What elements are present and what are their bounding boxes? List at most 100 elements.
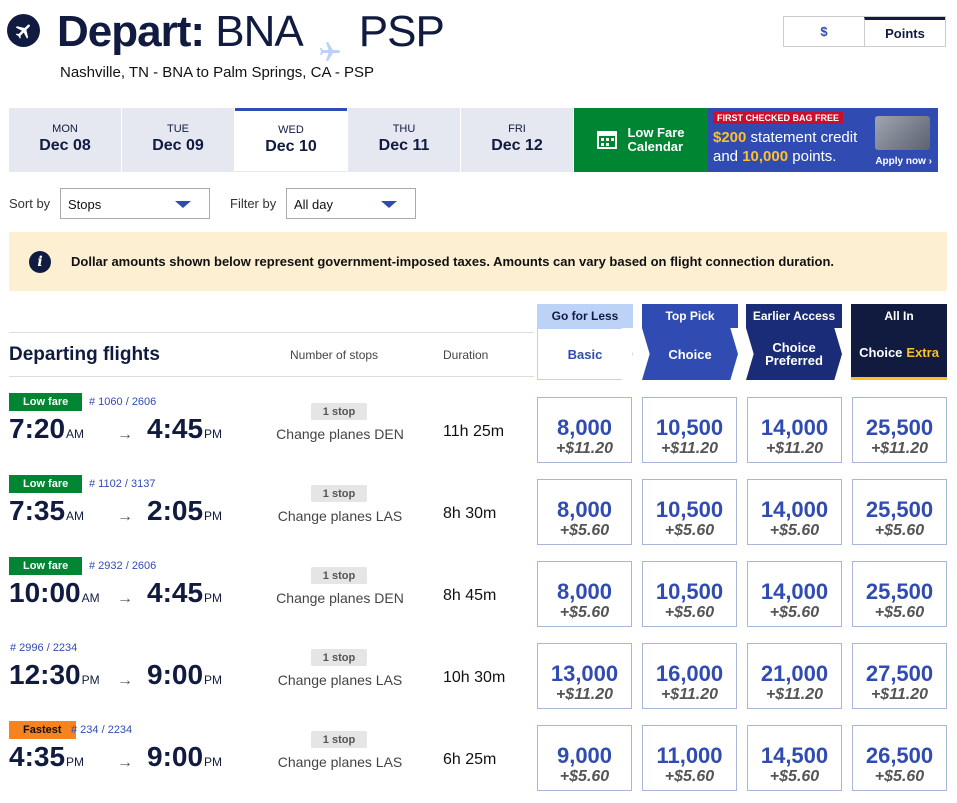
fare-tagline: Go for Less <box>537 304 633 328</box>
fare-option-button[interactable]: 16,000 +$11.20 <box>642 643 737 709</box>
fare-option-button[interactable]: 13,000 +$11.20 <box>537 643 632 709</box>
flight-duration: 6h 25m <box>443 751 497 768</box>
low-fare-calendar-button[interactable]: Low Fare Calendar <box>574 108 708 172</box>
fare-taxes: +$11.20 <box>765 686 824 703</box>
fare-points: 26,500 <box>865 743 934 768</box>
fare-option-button[interactable]: 27,500 +$11.20 <box>852 643 947 709</box>
fare-name: Choice <box>668 346 712 362</box>
stops-button[interactable]: 1 stop <box>311 731 367 748</box>
tax-notice: i Dollar amounts shown below represent g… <box>9 232 947 291</box>
arrow-right-icon: → <box>117 590 133 607</box>
fare-option-button[interactable]: 8,000 +$11.20 <box>537 397 632 463</box>
departure-time: 10:00AM <box>9 577 100 609</box>
flights-table-header: Departing flights Number of stops Durati… <box>9 332 534 377</box>
flight-number-link[interactable]: # 2996 / 2234 <box>10 642 78 654</box>
departing-flights-heading: Departing flights <box>9 344 160 365</box>
connection-info: Change planes LAS <box>277 754 403 770</box>
flight-badge: Low fare <box>9 393 83 411</box>
arrival-time-value: 4:45 <box>147 413 204 444</box>
fare-points: 13,000 <box>550 661 619 686</box>
date-tab-mon[interactable]: MON Dec 08 <box>9 108 121 172</box>
fare-points: 25,500 <box>865 497 934 522</box>
fare-option-button[interactable]: 14,000 +$5.60 <box>747 561 842 627</box>
promo-apply-link[interactable]: Apply now <box>875 156 926 167</box>
fare-option-button[interactable]: 26,500 +$5.60 <box>852 725 947 791</box>
dollars-toggle-button[interactable]: $ <box>820 24 828 39</box>
flight-number-link[interactable]: # 1102 / 3137 <box>89 478 156 490</box>
fare-option-button[interactable]: 25,500 +$5.60 <box>852 561 947 627</box>
fare-option-button[interactable]: 25,500 +$11.20 <box>852 397 947 463</box>
fare-option-button[interactable]: 8,000 +$5.60 <box>537 561 632 627</box>
fare-option-button[interactable]: 10,500 +$11.20 <box>642 397 737 463</box>
fare-points: 9,000 <box>556 743 613 768</box>
arrival-time: 2:05PM <box>147 495 222 527</box>
fare-taxes: +$5.60 <box>874 604 925 621</box>
points-toggle-button[interactable]: Points <box>864 17 945 46</box>
fare-taxes: +$5.60 <box>559 522 610 539</box>
flight-row: Low fare # 1102 / 3137 7:35AM → 2:05PM 1 stop… <box>9 475 949 557</box>
arrow-right-icon: → <box>117 426 133 443</box>
fare-option-button[interactable]: 11,000 +$5.60 <box>642 725 737 791</box>
stops-button[interactable]: 1 stop <box>311 485 367 502</box>
date-dow: THU <box>392 123 416 135</box>
flight-number-link[interactable]: # 2932 / 2606 <box>89 560 157 572</box>
filter-select[interactable]: All day <box>286 188 416 219</box>
departure-ampm: AM <box>66 427 85 441</box>
flight-number-link[interactable]: # 1060 / 2606 <box>89 396 157 408</box>
fare-option-button[interactable]: 14,500 +$5.60 <box>747 725 842 791</box>
fare-option-button[interactable]: 9,000 +$5.60 <box>537 725 632 791</box>
stops-button[interactable]: 1 stop <box>311 567 367 584</box>
stops-button[interactable]: 1 stop <box>311 403 367 420</box>
fare-header-choice: Top Pick Choice <box>642 304 738 380</box>
departure-time: 7:35AM <box>9 495 84 527</box>
flight-duration: 8h 30m <box>443 505 497 522</box>
flight-duration: 10h 30m <box>443 669 506 686</box>
arrival-ampm: PM <box>204 591 223 605</box>
sort-select[interactable]: Stops <box>60 188 210 219</box>
flight-row: Fastest # 234 / 2234 4:35PM → 9:00PM 1 stop Ch… <box>9 721 949 803</box>
filter-value: All day <box>294 197 334 212</box>
fare-header-basic: Go for Less Basic <box>537 304 633 380</box>
fare-points: 14,000 <box>760 579 829 604</box>
date-tab-thu[interactable]: THU Dec 11 <box>348 108 460 172</box>
fare-taxes: +$5.60 <box>769 604 820 621</box>
notice-text: Dollar amounts shown below represent gov… <box>71 254 835 269</box>
fare-points: 10,500 <box>655 579 724 604</box>
date-tab-tue[interactable]: TUE Dec 09 <box>122 108 234 172</box>
fare-option-button[interactable]: 14,000 +$11.20 <box>747 397 842 463</box>
date-day: Dec 11 <box>378 137 430 154</box>
fare-taxes: +$11.20 <box>660 440 719 457</box>
fare-option-button[interactable]: 14,000 +$5.60 <box>747 479 842 545</box>
arrival-time-value: 4:45 <box>147 577 204 608</box>
connection-info: Change planes DEN <box>276 590 404 606</box>
low-fare-line2: Calendar <box>627 139 684 154</box>
arrow-right-icon: → <box>117 672 133 689</box>
fare-header-choice-extra: All In Choice Extra <box>851 304 947 380</box>
fare-option-button[interactable]: 10,500 +$5.60 <box>642 479 737 545</box>
fare-tagline: All In <box>851 304 947 328</box>
plane-arrow-icon <box>318 22 342 62</box>
fare-option-button[interactable]: 25,500 +$5.60 <box>852 479 947 545</box>
fare-points: 25,500 <box>865 415 934 440</box>
departure-time: 12:30PM <box>9 659 100 691</box>
arrival-ampm: PM <box>204 509 223 523</box>
fare-points: 10,500 <box>655 415 724 440</box>
fare-points: 14,500 <box>760 743 829 768</box>
fare-taxes: +$5.60 <box>559 604 610 621</box>
credit-card-promo[interactable]: FIRST CHECKED BAG FREE $200 statement cr… <box>708 108 938 172</box>
arrival-time-value: 9:00 <box>147 741 204 772</box>
fare-option-button[interactable]: 21,000 +$11.20 <box>747 643 842 709</box>
fare-taxes: +$5.60 <box>664 604 715 621</box>
fare-points: 11,000 <box>656 743 723 768</box>
fare-option-button[interactable]: 8,000 +$5.60 <box>537 479 632 545</box>
date-tab-wed[interactable]: WED Dec 10 <box>235 108 347 172</box>
fare-option-button[interactable]: 10,500 +$5.60 <box>642 561 737 627</box>
fare-name: Choice Preferred <box>765 340 823 368</box>
arrival-time: 9:00PM <box>147 659 222 691</box>
stops-button[interactable]: 1 stop <box>311 649 367 666</box>
sort-value: Stops <box>68 197 102 212</box>
chevron-right-icon: › <box>928 156 932 167</box>
flight-number-link[interactable]: # 234 / 2234 <box>71 724 133 736</box>
filter-label: Filter by <box>230 196 277 211</box>
date-tab-fri[interactable]: FRI Dec 12 <box>461 108 573 172</box>
